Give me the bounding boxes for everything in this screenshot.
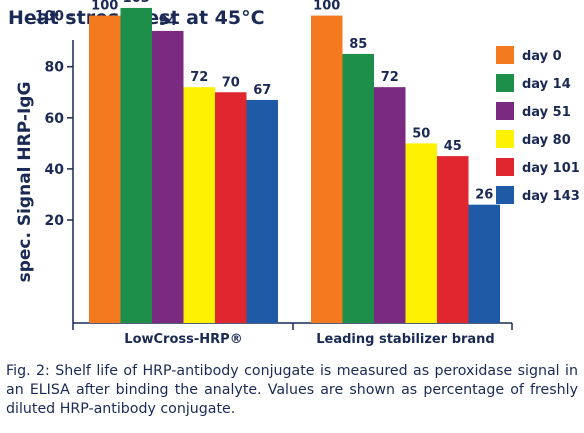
bar-value-label: 85 (349, 37, 367, 52)
bars: 100 103 94 72 70 67 100 85 72 50 45 26 (89, 0, 500, 324)
y-tick-label: 100 (35, 9, 64, 25)
y-tick-label: 40 (45, 162, 65, 178)
bar (374, 87, 406, 323)
legend-label: day 101 (522, 161, 580, 176)
legend-label: day 0 (522, 49, 562, 64)
bar-value-label: 103 (123, 0, 150, 6)
category-label: LowCross-HRP® (124, 332, 242, 347)
legend-swatch (496, 46, 514, 64)
legend-swatch (496, 74, 514, 92)
y-tick-label: 60 (45, 111, 65, 127)
legend-label: day 80 (522, 133, 571, 148)
bar (183, 87, 215, 323)
legend-label: day 14 (522, 77, 571, 92)
legend-swatch (496, 130, 514, 148)
legend-swatch (496, 158, 514, 176)
bar-value-label: 72 (381, 70, 399, 85)
bar (405, 143, 437, 323)
bar-value-label: 45 (444, 139, 462, 154)
bar-value-label: 70 (222, 75, 240, 90)
bar-value-label: 94 (159, 14, 177, 29)
legend-swatch (496, 186, 514, 204)
bar (89, 15, 121, 323)
legend-label: day 51 (522, 105, 571, 120)
bar (215, 92, 247, 323)
legend-swatch (496, 102, 514, 120)
bar-value-label: 50 (412, 126, 430, 141)
bar (152, 30, 184, 324)
bar (311, 15, 343, 323)
legend-label: day 143 (522, 189, 580, 204)
bar-value-label: 100 (313, 0, 340, 14)
bar (468, 204, 500, 323)
bar (120, 7, 152, 324)
y-axis-label: spec. Signal HRP-IgG (15, 82, 35, 283)
category-label: Leading stabilizer brand (316, 332, 495, 347)
bar-value-label: 67 (253, 83, 271, 98)
y-tick-label: 20 (45, 213, 65, 229)
bar-value-label: 26 (475, 188, 493, 203)
y-tick-label: 80 (45, 60, 65, 76)
bar (437, 156, 469, 323)
bar (246, 99, 278, 323)
bar-value-label: 100 (91, 0, 118, 14)
bar (342, 53, 374, 324)
figure-caption: Fig. 2: Shelf life of HRP-antibody conju… (6, 363, 578, 417)
legend: day 0 day 14 day 51 day 80 day 101 day 143 (496, 46, 580, 204)
bar-value-label: 72 (190, 70, 208, 85)
